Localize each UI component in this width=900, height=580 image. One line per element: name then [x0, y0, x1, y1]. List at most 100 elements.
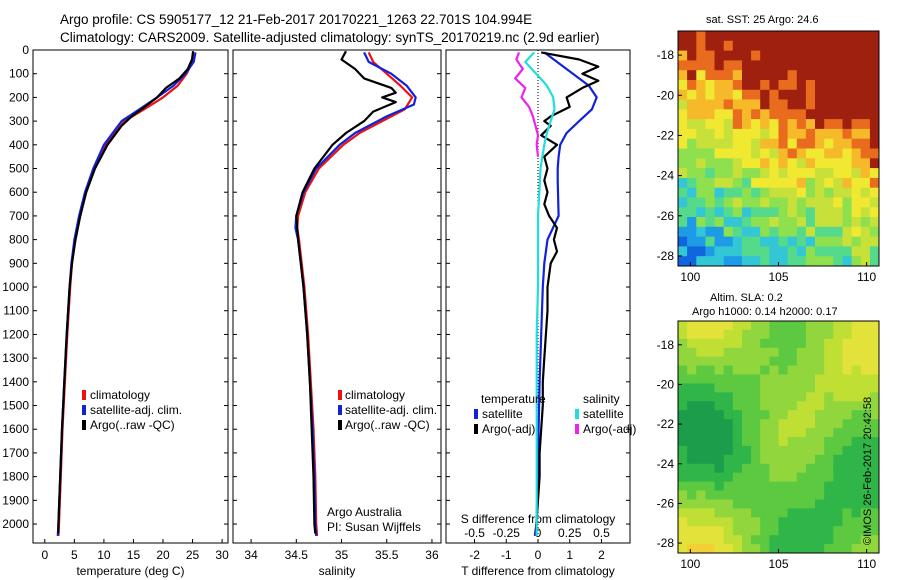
map-cell [815, 119, 825, 130]
map-cell [760, 499, 770, 509]
map-cell [705, 428, 716, 438]
legend-label: Argo(..raw -QC) [90, 418, 175, 432]
map-cell [705, 392, 716, 402]
map-cell [869, 158, 879, 169]
map-cell [742, 109, 752, 120]
map-cell [833, 383, 843, 393]
map-cell [714, 158, 725, 169]
map-cell [842, 321, 853, 331]
legend-label: Argo(-adj) [482, 422, 535, 436]
map-cell [732, 490, 743, 500]
map-cell [824, 472, 834, 483]
map-cell [787, 544, 798, 553]
map-cell [796, 329, 807, 340]
map-cell [851, 463, 862, 474]
map-cell [842, 356, 853, 367]
map-cell [687, 508, 697, 518]
map-cell [751, 226, 761, 238]
map-cell [851, 454, 862, 465]
map-cell [714, 50, 725, 61]
map-cell [842, 517, 853, 527]
x-tick-label: 1 [566, 548, 573, 562]
map-cell [869, 31, 879, 42]
map-cell [815, 410, 825, 420]
map-cell [824, 329, 834, 340]
map-cell [742, 392, 752, 402]
map-cell [760, 472, 770, 483]
map-cell [778, 392, 789, 402]
map-cell [723, 490, 734, 500]
map-cell [796, 60, 807, 71]
map-cell [842, 508, 853, 518]
map-cell [805, 80, 816, 91]
map-cell [678, 148, 688, 159]
map-cell [678, 128, 688, 140]
series-line-2 [57, 51, 195, 534]
map-cell [760, 148, 770, 159]
map-cell [705, 109, 716, 120]
map-cell [714, 217, 725, 228]
map-cell [678, 138, 688, 150]
map-cell [678, 119, 688, 130]
x2-tick-label: 0.25 [558, 526, 582, 540]
map-cell [723, 437, 734, 447]
map-cell [696, 544, 706, 553]
map-cell [796, 226, 807, 238]
map-cell [860, 481, 871, 492]
map-cell [805, 31, 816, 42]
map-cell [860, 374, 871, 384]
map-cell [696, 50, 706, 61]
map-cell [824, 99, 834, 110]
map-cell [723, 31, 734, 42]
map-x-tick-label: 105 [768, 270, 788, 284]
map-cell [869, 428, 879, 438]
map-cell [742, 454, 752, 465]
map-cell [778, 499, 789, 509]
map-cell [805, 463, 816, 474]
map-cell [824, 517, 834, 527]
map-cell [860, 197, 871, 208]
map-cell [751, 445, 761, 456]
map-cell [815, 138, 825, 150]
map-cell [851, 374, 862, 384]
map-cell [796, 392, 807, 402]
sst-map-panel: 100 105 110 -18 -20 -22 -24 -26 -28 [657, 30, 880, 284]
map-cell [860, 70, 871, 81]
map-cell [851, 256, 862, 266]
map-cell [714, 109, 725, 120]
map-cell [769, 89, 780, 101]
map-cell [815, 374, 825, 384]
map-cell [714, 517, 725, 527]
map-cell [824, 60, 834, 71]
map-cell [760, 109, 770, 120]
map-cell [732, 109, 743, 120]
map-cell [860, 392, 871, 402]
map-cell [833, 109, 843, 120]
map-cell [805, 329, 816, 340]
map-cell [805, 187, 816, 199]
sla-map-subtitle: Argo h1000: 0.14 h2000: 0.17 [692, 306, 838, 318]
map-cell [678, 428, 688, 438]
map-cell [824, 148, 834, 159]
map-cell [869, 246, 879, 257]
map-cell [833, 437, 843, 447]
map-cell [714, 236, 725, 247]
map-cell [796, 463, 807, 474]
map-cell [723, 226, 734, 238]
map-cell [678, 410, 688, 420]
map-cell [778, 445, 789, 456]
map-cell [687, 207, 697, 218]
map-cell [778, 356, 789, 367]
map-cell [678, 374, 688, 384]
map-cell [751, 544, 761, 553]
map-cell [742, 207, 752, 218]
map-cell [787, 321, 798, 331]
map-cell [751, 80, 761, 91]
map-cell [769, 392, 780, 402]
map-cell [751, 374, 761, 384]
map-cell [824, 356, 834, 367]
map-cell [742, 119, 752, 130]
map-cell [687, 31, 697, 42]
map-cell [723, 365, 734, 376]
map-cell [742, 463, 752, 474]
